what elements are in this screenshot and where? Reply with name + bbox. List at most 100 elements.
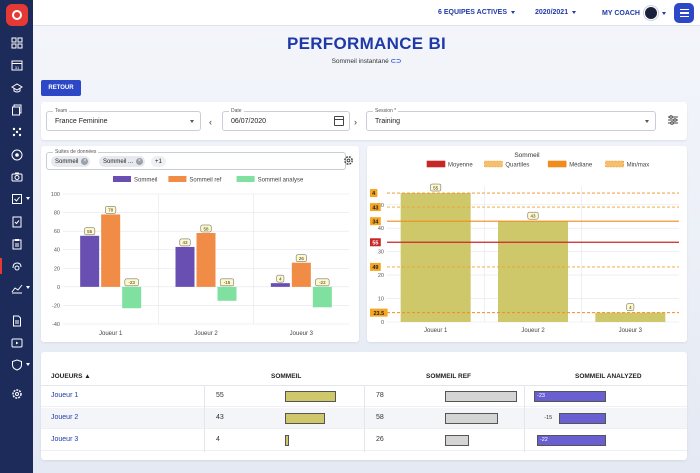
column-divider [364,386,365,452]
calendar-icon[interactable]: 31 [0,54,33,76]
bar [217,286,237,301]
data-label: 4 [629,305,632,310]
data-series-select[interactable]: Suites de données Sommeil × Sommeil ... × … [46,149,346,170]
bar [196,233,216,287]
clipboard-icon[interactable] [0,233,33,255]
retour-button[interactable]: RETOUR [41,80,81,96]
education-icon[interactable] [0,77,33,99]
sommeil-bar [285,413,325,424]
data-label: 78 [108,208,114,213]
legend-label: Sommeil ref [189,178,221,184]
y-tick-label: -40 [52,322,60,328]
reference-label-box [370,238,381,247]
data-label-box [179,238,191,247]
data-label-box [315,278,330,287]
bar [291,262,311,287]
bar [270,283,290,287]
tactics-icon[interactable] [0,121,33,143]
header-sommeil-analyzed[interactable]: SOMMEIL ANALYZED [575,373,642,380]
chevron-down-icon [572,11,577,14]
player-name[interactable]: Joueur 3 [51,436,79,443]
sommeil-bar [285,435,289,446]
player-name[interactable]: Joueur 2 [51,414,79,421]
filter-settings-icon[interactable] [667,115,679,125]
chevron-down-icon [645,120,649,123]
documents-icon[interactable] [0,99,33,121]
y-tick-label: 40 [54,248,60,254]
settings-icon[interactable] [0,382,33,404]
header-joueurs[interactable]: JOUEURS ▲ [51,373,91,380]
sommeil-bar-chart: Moyenne Quartiles Médiane Min/max 0 10 20 30 40 5… [370,160,679,334]
chevron-down-icon [510,11,515,14]
x-tick-label: Joueur 1 [99,331,123,337]
sommeil-analyzed-value: -23 [537,393,545,399]
data-label-box [276,274,285,283]
session-label: Session * [373,108,399,114]
next-date-icon[interactable]: › [354,117,357,127]
legend-swatch [113,176,131,182]
bar [595,312,666,322]
data-label-box [124,278,139,287]
active-teams-dropdown[interactable]: 6 EQUIPES ACTIVES [438,9,515,16]
legend-label: Min/max [627,163,650,169]
coach-menu[interactable]: MY COACH [602,6,666,20]
y-tick-label: 80 [54,211,60,217]
season-dropdown[interactable]: 2020/2021 [535,9,577,16]
data-label: 58 [203,226,209,231]
app-logo[interactable] [5,4,28,26]
chevron-down-icon [661,11,666,15]
calendar-icon[interactable] [334,116,344,126]
file-icon[interactable] [0,310,33,332]
report-icon[interactable] [0,210,33,232]
x-tick-label: Joueur 3 [619,328,643,334]
data-label: -15 [224,280,231,285]
chip-sommeil[interactable]: Sommeil × [51,156,91,167]
header-sommeil[interactable]: SOMMEIL [271,373,302,380]
sommeil-ref-value: 58 [376,414,384,421]
sommeil-ref-bar [445,413,499,424]
y-tick-label: 0 [57,285,60,291]
camera-icon[interactable] [0,166,33,188]
previous-date-icon[interactable]: ‹ [209,117,212,127]
data-label: 43 [182,240,188,245]
date-field[interactable]: Date 06/07/2020 [222,108,350,131]
menu-button[interactable] [674,3,694,23]
legend-label: Sommeil [134,178,157,184]
date-value: 06/07/2020 [231,118,267,125]
subtitle-text: Sommeil instantané [331,58,389,65]
team-value: France Feminine [55,118,108,125]
link-icon[interactable]: ⊂⊃ [390,58,402,65]
sleep-analytics-icon[interactable] [0,255,33,277]
sidebar: 31 [0,0,33,473]
header-sommeil-ref[interactable]: SOMMEIL REF [426,373,472,380]
y-tick-label: 40 [378,226,384,232]
dashboard-icon[interactable] [0,32,33,54]
data-label-box [105,206,117,214]
checklist-icon[interactable] [0,188,33,210]
video-icon[interactable] [0,332,33,354]
sommeil-analyzed-bar: -15 [544,413,606,424]
player-name[interactable]: Joueur 1 [51,392,79,399]
gear-icon[interactable] [343,155,354,166]
bar [498,221,568,322]
legend-label: Quartiles [505,163,529,169]
session-select[interactable]: Session * Training [366,108,656,131]
legend-label: Moyenne [448,163,473,169]
y-tick-label: 10 [378,297,384,303]
chip-more[interactable]: +1 [151,156,166,167]
bar [312,286,332,308]
ball-icon[interactable] [0,143,33,165]
data-label-box [527,211,539,220]
data-label: -22 [319,280,326,285]
stats-icon[interactable] [0,277,33,299]
shield-icon[interactable] [0,354,33,376]
legend-swatch [236,176,255,182]
reference-label: 23.5 [373,311,384,317]
data-label: -23 [128,280,135,285]
chip-sommeil-ref[interactable]: Sommeil ... × [99,156,146,167]
bar [400,193,471,322]
team-select[interactable]: Team France Feminine [46,108,201,131]
reference-label: 4 [372,191,376,197]
close-icon[interactable]: × [136,158,144,165]
close-icon[interactable]: × [81,158,89,165]
